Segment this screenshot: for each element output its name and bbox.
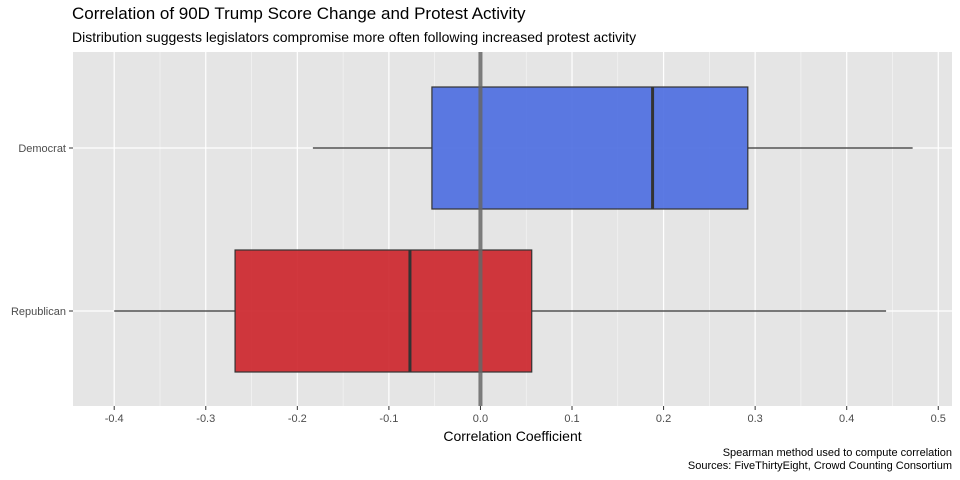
x-axis-title: Correlation Coefficient — [443, 428, 581, 444]
x-tick-label: -0.4 — [105, 413, 124, 425]
republican-box — [234, 249, 533, 373]
caption-sources: Sources: FiveThirtyEight, Crowd Counting… — [687, 460, 952, 472]
x-tick-label: 0.5 — [931, 413, 946, 425]
x-tick-label: 0.1 — [564, 413, 579, 425]
democrat-box — [431, 86, 749, 210]
x-tick-label: 0.3 — [747, 413, 762, 425]
y-tick-label-democrat: Democrat — [18, 143, 66, 155]
y-tick-label-republican: Republican — [11, 306, 66, 318]
caption-method: Spearman method used to compute correlat… — [722, 447, 952, 459]
x-tick-label: -0.1 — [379, 413, 398, 425]
x-tick-label: 0.0 — [473, 413, 488, 425]
x-tick-label: 0.4 — [839, 413, 854, 425]
x-tick-label: -0.2 — [288, 413, 307, 425]
chart-title: Correlation of 90D Trump Score Change an… — [72, 4, 526, 23]
chart-subtitle: Distribution suggests legislators compro… — [72, 29, 637, 45]
x-tick-label: 0.2 — [656, 413, 671, 425]
x-tick-label: -0.3 — [196, 413, 215, 425]
